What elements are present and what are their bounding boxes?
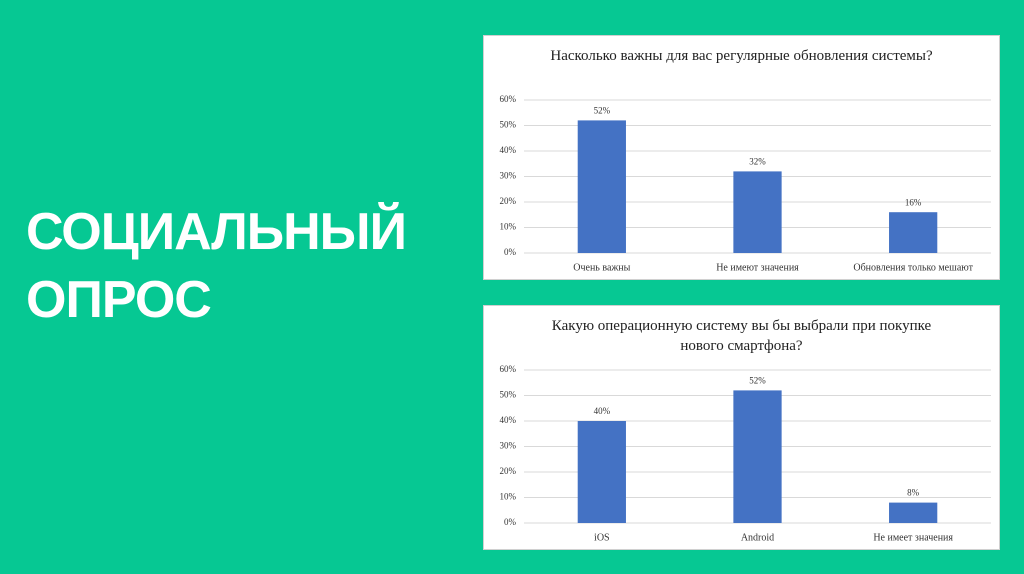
chart: Какую операционную систему вы бы выбрали… [483,305,1000,550]
chart-plot: 0% 10% 20% 30% 40% 50% 60% iOS 40% Android 52% Не и… [500,364,991,543]
bar [733,390,782,523]
x-tick-label: Не имеют значения [716,262,799,273]
y-tick-label: 20% [500,196,517,206]
y-tick-label: 30% [500,171,517,181]
y-tick-label: 50% [500,390,517,400]
chart-title: Насколько важны для вас регулярные обнов… [550,48,933,64]
data-label: 52% [749,375,766,385]
y-tick-label: 50% [500,120,517,130]
y-tick-label: 20% [500,466,517,476]
x-tick-label: Не имеет значения [873,532,953,543]
chart-plot: 0% 10% 20% 30% 40% 50% 60% Очень важны 52% Не име… [500,94,991,273]
y-tick-label: 60% [500,94,517,104]
bar [889,502,938,523]
y-tick-label: 60% [500,364,517,374]
data-label: 8% [907,488,920,498]
chart-title: Какую операционную систему вы бы выбрали… [551,318,932,354]
x-tick-label: Обновления только мешают [853,262,973,273]
bar [889,212,938,253]
y-tick-label: 40% [500,415,517,425]
y-tick-label: 0% [504,247,517,257]
y-tick-label: 10% [500,222,517,232]
data-label: 16% [905,197,922,207]
slide-title: СОЦИАЛЬНЫЙ ОПРОС [26,203,407,329]
data-label: 32% [749,156,766,166]
y-tick-label: 40% [500,145,517,155]
bar [733,171,782,253]
y-tick-label: 10% [500,492,517,502]
y-tick-label: 30% [500,441,517,451]
bar [577,421,626,523]
x-tick-label: iOS [594,532,610,543]
data-label: 52% [594,105,611,115]
bar [577,120,626,254]
data-label: 40% [594,406,611,416]
x-tick-label: Android [741,532,774,543]
y-tick-label: 0% [504,517,517,527]
chart: Насколько важны для вас регулярные обнов… [483,35,1000,280]
x-tick-label: Очень важны [573,262,630,273]
